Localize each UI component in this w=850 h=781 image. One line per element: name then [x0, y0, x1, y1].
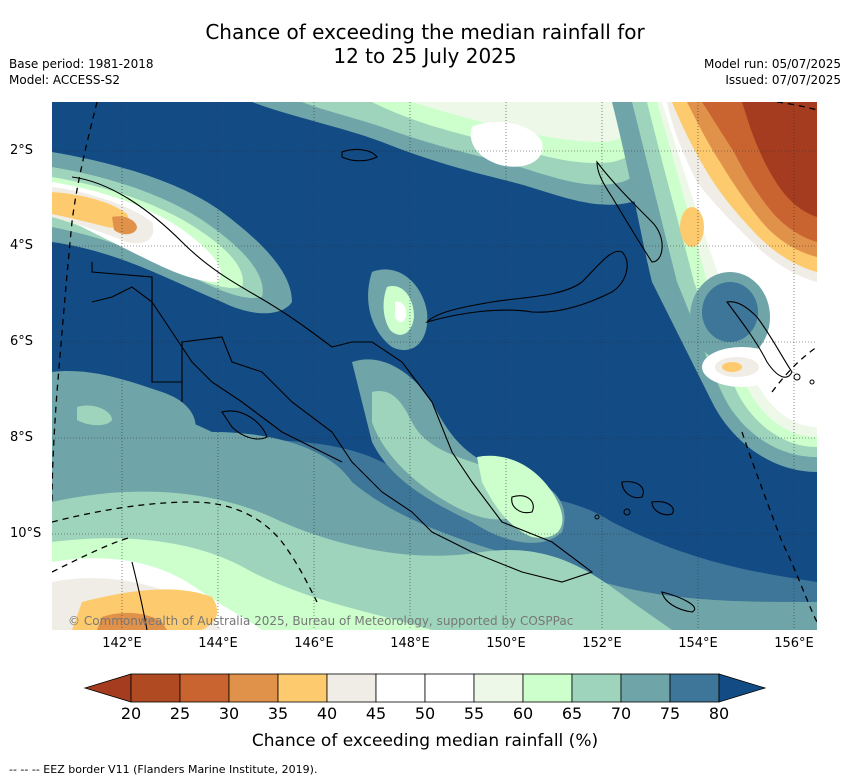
region-center-light: [477, 455, 563, 538]
lat-tick-4s: 4°S: [10, 238, 34, 253]
colorbar-segment-5: [375, 673, 426, 703]
region-yellow-spot: [680, 207, 704, 247]
region-west-teal: [52, 371, 196, 450]
lon-tick-144e: 144°E: [198, 636, 238, 651]
map-title-line1: Chance of exceeding the median rainfall …: [205, 20, 645, 44]
region-island-white: [395, 301, 407, 323]
colorbar-segment-4: [326, 673, 377, 703]
eez-border: [52, 102, 817, 623]
cb-tick-20: 20: [120, 704, 142, 723]
model-run: Model run: 05/07/2025: [703, 57, 841, 71]
cb-tick-45: 45: [365, 704, 387, 723]
colorbar-segment-1: [179, 673, 230, 703]
cb-tick-35: 35: [267, 704, 289, 723]
region-nw-orange: [112, 216, 137, 235]
colorbar: [83, 673, 767, 703]
lon-tick-148e: 148°E: [390, 636, 430, 651]
lon-tick-150e: 150°E: [486, 636, 526, 651]
colorbar-segment-3: [277, 673, 328, 703]
region-nw-yellow: [52, 192, 129, 228]
region-north-pale: [412, 102, 642, 142]
eastern-islands: [594, 373, 815, 520]
lat-tick-10s: 10°S: [10, 526, 42, 541]
cb-tick-25: 25: [169, 704, 191, 723]
cb-tick-40: 40: [316, 704, 338, 723]
footer-note: -- -- -- EEZ border V11 (Flanders Marine…: [9, 763, 318, 776]
region-ne-brown: [742, 102, 817, 217]
issued-date: Issued: 07/07/2025: [725, 73, 841, 87]
region-east-eye-blue: [702, 282, 758, 342]
colorbar-segment-8: [522, 673, 573, 703]
colorbar-segment-7: [473, 673, 524, 703]
region-north-white: [470, 122, 543, 167]
map-title-line2: 12 to 25 July 2025: [333, 44, 517, 68]
meta-right: Model run: 05/07/2025 Issued: 07/07/2025: [704, 56, 841, 88]
cb-tick-30: 30: [218, 704, 240, 723]
region-west-green: [77, 405, 112, 426]
model-name: Model: ACCESS-S2: [9, 73, 121, 87]
meta-left: Base period: 1981-2018 Model: ACCESS-S2: [9, 56, 154, 88]
cb-tick-75: 75: [659, 704, 681, 723]
cb-tick-50: 50: [414, 704, 436, 723]
cb-tick-60: 60: [512, 704, 534, 723]
lat-tick-8s: 8°S: [10, 430, 34, 445]
rainfall-map: © Commonwealth of Australia 2025, Bureau…: [52, 102, 817, 630]
colorbar-segment-6: [424, 673, 475, 703]
lat-tick-6s: 6°S: [10, 334, 34, 349]
map-svg: [52, 102, 817, 630]
cb-tick-70: 70: [610, 704, 632, 723]
colorbar-segment-9: [571, 673, 622, 703]
lon-tick-146e: 146°E: [294, 636, 334, 651]
colorbar-label: Chance of exceeding median rainfall (%): [251, 731, 599, 751]
copyright: © Commonwealth of Australia 2025, Bureau…: [68, 614, 574, 628]
region-south-orange: [97, 612, 167, 630]
colorbar-segment-2: [228, 673, 279, 703]
lon-tick-156e: 156°E: [774, 636, 814, 651]
graticule: [52, 102, 817, 630]
lon-tick-154e: 154°E: [678, 636, 718, 651]
colorbar-extend-low: [83, 673, 132, 703]
coastlines: [71, 148, 793, 630]
lat-tick-2s: 2°S: [10, 143, 34, 158]
lon-tick-142e: 142°E: [102, 636, 142, 651]
lon-tick-152e: 152°E: [582, 636, 622, 651]
cb-tick-80: 80: [708, 704, 730, 723]
colorbar-segment-0: [130, 673, 181, 703]
base-period: Base period: 1981-2018: [9, 57, 154, 71]
colorbar-segment-10: [620, 673, 671, 703]
cb-tick-55: 55: [463, 704, 485, 723]
colorbar-extend-high: [718, 673, 767, 703]
colorbar-segment-11: [669, 673, 720, 703]
region-east-yellow: [722, 362, 742, 372]
cb-tick-65: 65: [561, 704, 583, 723]
